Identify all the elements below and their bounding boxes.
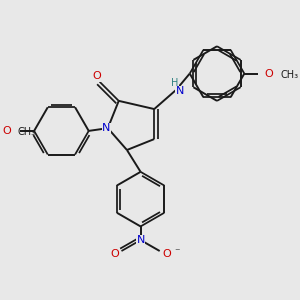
Text: H: H xyxy=(171,78,178,88)
Text: O: O xyxy=(110,249,119,259)
Text: O: O xyxy=(92,71,101,81)
Text: O: O xyxy=(2,126,11,136)
Text: N: N xyxy=(176,86,184,96)
Text: N: N xyxy=(102,123,111,133)
Text: N: N xyxy=(136,235,145,245)
Text: CH₃: CH₃ xyxy=(280,70,298,80)
Text: O: O xyxy=(265,69,273,79)
Text: CH₃: CH₃ xyxy=(18,127,36,137)
Text: O: O xyxy=(162,249,171,259)
Text: ⁻: ⁻ xyxy=(174,248,179,257)
